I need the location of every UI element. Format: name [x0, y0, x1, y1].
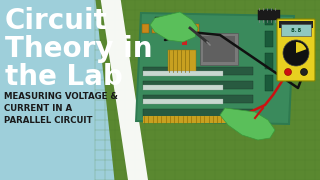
- Wedge shape: [296, 42, 306, 53]
- Bar: [143, 81, 253, 89]
- Bar: [143, 71, 223, 76]
- Bar: [258, 10, 280, 20]
- Bar: [172, 24, 179, 33]
- Text: MEASURING VOLTAGE &: MEASURING VOLTAGE &: [4, 92, 118, 101]
- Bar: [143, 109, 253, 117]
- Polygon shape: [137, 14, 293, 123]
- Bar: [143, 85, 223, 90]
- Circle shape: [300, 69, 308, 75]
- Bar: [182, 37, 187, 45]
- Circle shape: [283, 40, 309, 66]
- Bar: [142, 24, 149, 33]
- Bar: [200, 33, 238, 65]
- Bar: [152, 24, 159, 33]
- Bar: [143, 116, 233, 123]
- Bar: [155, 17, 180, 25]
- Polygon shape: [100, 0, 148, 180]
- Text: CURRENT IN A: CURRENT IN A: [4, 104, 72, 113]
- Text: 8.8: 8.8: [290, 28, 302, 33]
- Bar: [265, 31, 273, 47]
- Bar: [168, 50, 196, 72]
- Text: Circuit: Circuit: [5, 7, 108, 35]
- Bar: [143, 67, 253, 75]
- Bar: [182, 24, 189, 33]
- Bar: [203, 36, 235, 62]
- Bar: [192, 24, 199, 33]
- Bar: [265, 53, 273, 69]
- Text: PARALLEL CIRCUIT: PARALLEL CIRCUIT: [4, 116, 92, 125]
- Polygon shape: [95, 0, 320, 180]
- Bar: [265, 9, 273, 25]
- Polygon shape: [150, 12, 198, 42]
- Bar: [143, 95, 253, 103]
- Text: the Lab: the Lab: [5, 63, 123, 91]
- Bar: [162, 24, 169, 33]
- Polygon shape: [220, 108, 275, 140]
- Polygon shape: [135, 12, 295, 125]
- Bar: [143, 99, 223, 104]
- FancyBboxPatch shape: [277, 19, 315, 81]
- Bar: [281, 24, 311, 36]
- Bar: [279, 21, 313, 28]
- Text: Theory in: Theory in: [5, 35, 153, 63]
- Circle shape: [284, 69, 292, 75]
- Bar: [265, 75, 273, 91]
